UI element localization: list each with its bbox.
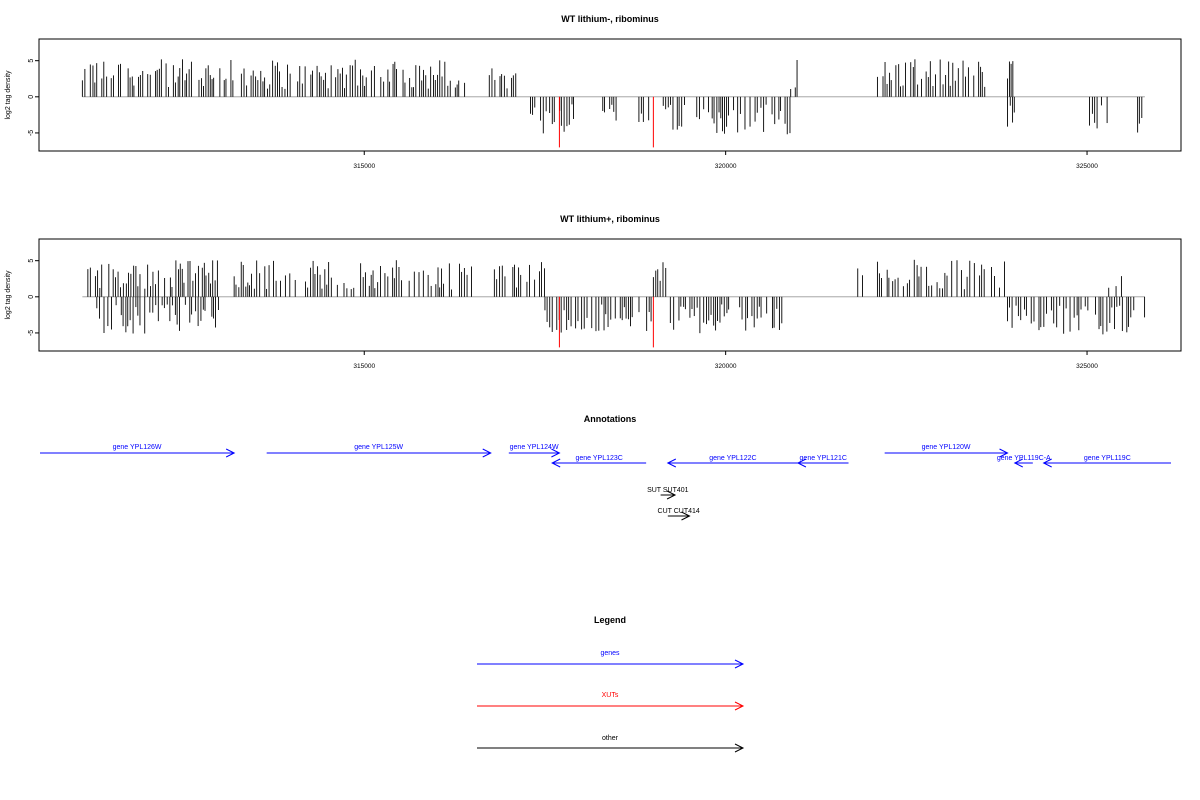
y-tick-label: 5	[28, 259, 35, 263]
legend-item-xuts: XUTs	[477, 692, 745, 711]
feature-arrowhead	[999, 448, 1009, 458]
plot-frame	[38, 38, 1182, 152]
legend-arrowhead-xuts	[734, 701, 745, 711]
feature-label: gene YPL125W	[354, 444, 403, 451]
axes-group: 5 0 -5 315000 320000 325000	[28, 59, 1098, 170]
x-tick-label: 315000	[353, 363, 375, 370]
y-tick-label: 0	[28, 295, 35, 299]
legend-arrowhead-other	[734, 743, 745, 753]
feature-label: gene YPL119C	[1084, 455, 1131, 462]
feature-label: gene YPL124W	[510, 444, 559, 451]
bars-group	[81, 59, 1145, 148]
x-tick-label: 325000	[1076, 363, 1098, 370]
feature-sut-sut401: SUT SUT401	[647, 487, 689, 500]
feature-label: gene YPL121C	[800, 455, 847, 462]
feature-arrowhead	[1042, 458, 1052, 468]
y-tick-label: -5	[28, 330, 35, 336]
feature-gene-ypl119c-a: gene YPL119C-A	[997, 455, 1051, 468]
feature-gene-ypl126w: gene YPL126W	[40, 444, 236, 458]
track-panel-lithium-minus: WT lithium-, ribominus log2 tag density …	[5, 14, 1182, 170]
feature-label: SUT SUT401	[647, 487, 689, 494]
feature-label: gene YPL126W	[113, 444, 162, 451]
feature-gene-ypl123c: gene YPL123C	[551, 455, 647, 468]
feature-gene-ypl124w: gene YPL124W	[508, 444, 561, 458]
legend-label-xuts: XUTs	[602, 692, 619, 699]
feature-label: gene YPL119C-A	[997, 455, 1051, 462]
track-panel-lithium-plus: WT lithium+, ribominus log2 tag density …	[5, 214, 1182, 370]
feature-arrowhead	[666, 458, 677, 468]
legend-label-other: other	[602, 735, 619, 742]
y-tick-label: 0	[28, 95, 35, 99]
feature-gene-ypl122c: gene YPL122C	[666, 455, 798, 468]
feature-arrowhead	[796, 458, 807, 468]
legend-title: Legend	[594, 615, 626, 625]
x-tick-label: 320000	[715, 363, 737, 370]
feature-label: gene YPL120W	[922, 444, 971, 451]
y-tick-label: -5	[28, 130, 35, 136]
feature-arrowhead	[551, 448, 561, 458]
feature-arrowhead	[666, 490, 677, 500]
legend-arrowhead-genes	[734, 659, 745, 669]
plot-frame	[38, 238, 1182, 352]
legend-label-genes: genes	[600, 650, 620, 657]
feature-arrowhead	[225, 448, 236, 458]
feature-label: gene YPL123C	[575, 455, 622, 462]
y-axis-label: log2 tag density	[5, 270, 12, 320]
feature-arrowhead	[681, 511, 691, 521]
axes-group: 5 0 -5 315000 320000 325000	[28, 259, 1098, 370]
feature-label: CUT CUT414	[658, 508, 700, 515]
x-tick-label: 320000	[715, 163, 737, 170]
annotations-title: Annotations	[584, 414, 637, 424]
bars-group	[82, 259, 1146, 348]
feature-arrowhead	[551, 458, 561, 468]
feature-arrowhead	[1013, 458, 1023, 468]
feature-cut-cut414: CUT CUT414	[658, 508, 700, 521]
features-group: gene YPL126W gene YPL125W gene YPL124W gene…	[40, 444, 1171, 521]
legend-item-genes: genes	[477, 650, 745, 669]
feature-gene-ypl125w: gene YPL125W	[266, 444, 492, 458]
feature-gene-ypl119c: gene YPL119C	[1042, 455, 1171, 468]
y-axis-label: log2 tag density	[5, 70, 12, 120]
feature-label: gene YPL122C	[709, 455, 756, 462]
legend-item-other: other	[477, 735, 745, 753]
annotation-track: Annotations gene YPL126W gene YPL125W gene…	[40, 414, 1171, 521]
feature-gene-ypl120w: gene YPL120W	[884, 444, 1009, 458]
panel-title: WT lithium-, ribominus	[561, 14, 659, 24]
x-tick-label: 315000	[353, 163, 375, 170]
panel-title: WT lithium+, ribominus	[560, 214, 660, 224]
feature-gene-ypl121c: gene YPL121C	[796, 455, 849, 468]
legend: Legend genes XUTs other	[477, 615, 745, 753]
x-tick-label: 325000	[1076, 163, 1098, 170]
y-tick-label: 5	[28, 59, 35, 63]
feature-arrowhead	[482, 448, 492, 458]
